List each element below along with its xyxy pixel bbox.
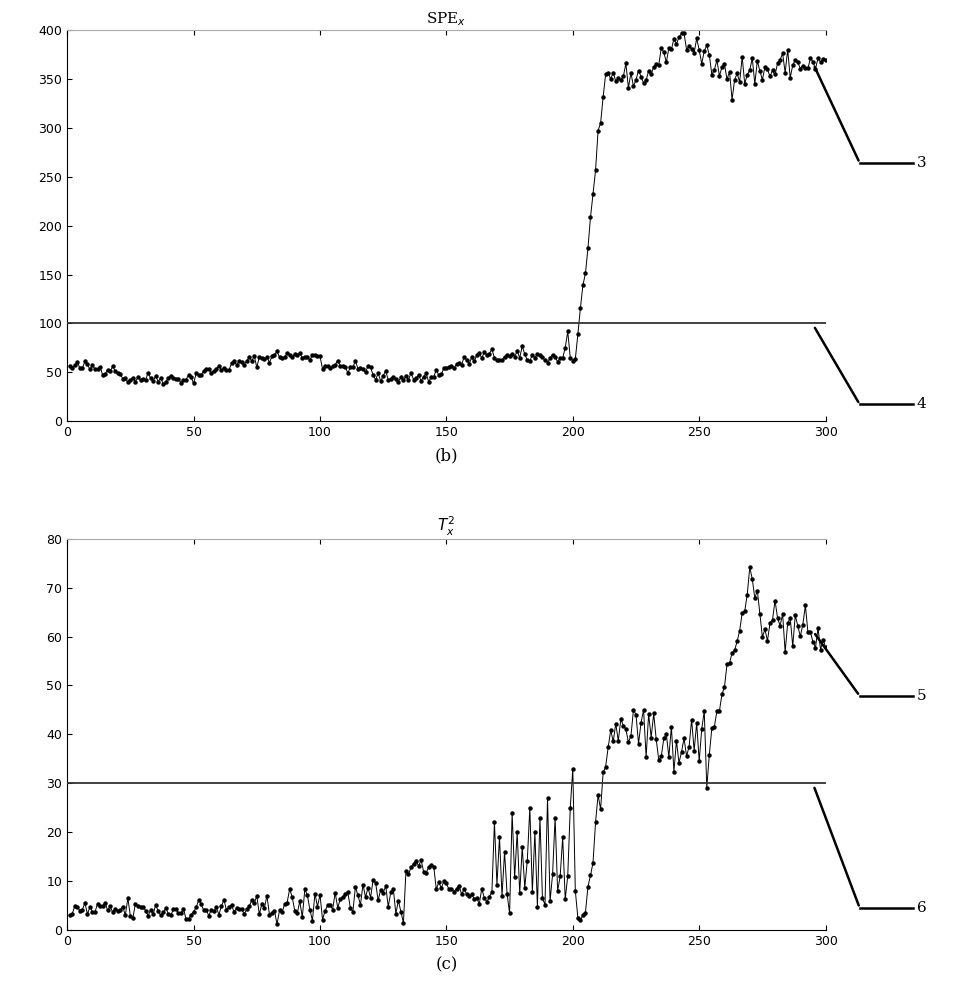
Title: $T_x^2$: $T_x^2$ <box>438 515 455 538</box>
Text: (b): (b) <box>435 447 458 464</box>
Text: 6: 6 <box>917 901 926 915</box>
Text: 3: 3 <box>917 156 926 170</box>
Text: 5: 5 <box>917 689 926 703</box>
Text: 4: 4 <box>917 397 926 411</box>
Text: (c): (c) <box>435 956 458 973</box>
Title: SPE$_x$: SPE$_x$ <box>426 10 467 28</box>
